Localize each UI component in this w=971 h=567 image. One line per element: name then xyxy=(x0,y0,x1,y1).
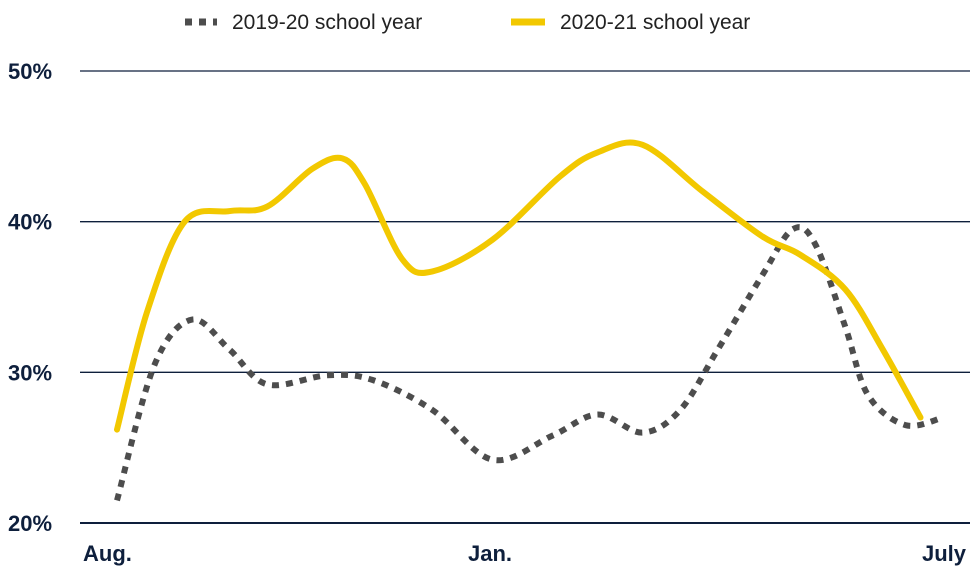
legend-item-2019-20: 2019-20 school year xyxy=(185,11,422,34)
series-line-2020-21 xyxy=(114,139,924,433)
x-tick-label: Jan. xyxy=(468,541,512,566)
y-tick-label: 50% xyxy=(8,59,52,84)
legend-label-2019-20: 2019-20 school year xyxy=(232,11,422,34)
x-tick-label: July xyxy=(922,541,967,566)
y-tick-label: 40% xyxy=(8,210,52,235)
series-line-2019-20 xyxy=(114,224,944,502)
legend-item-2020-21: 2020-21 school year xyxy=(511,11,750,34)
legend: 2019-20 school year 2020-21 school year xyxy=(185,11,750,34)
x-tick-label: Aug. xyxy=(83,541,132,566)
y-tick-label: 30% xyxy=(8,360,52,385)
gridlines xyxy=(80,70,970,524)
series-layer xyxy=(114,139,944,502)
x-axis-tick-labels: Aug. Jan. July xyxy=(83,541,967,566)
legend-label-2020-21: 2020-21 school year xyxy=(560,11,750,34)
y-tick-label: 20% xyxy=(8,511,52,536)
y-axis-tick-labels: 20% 30% 40% 50% xyxy=(8,59,52,536)
